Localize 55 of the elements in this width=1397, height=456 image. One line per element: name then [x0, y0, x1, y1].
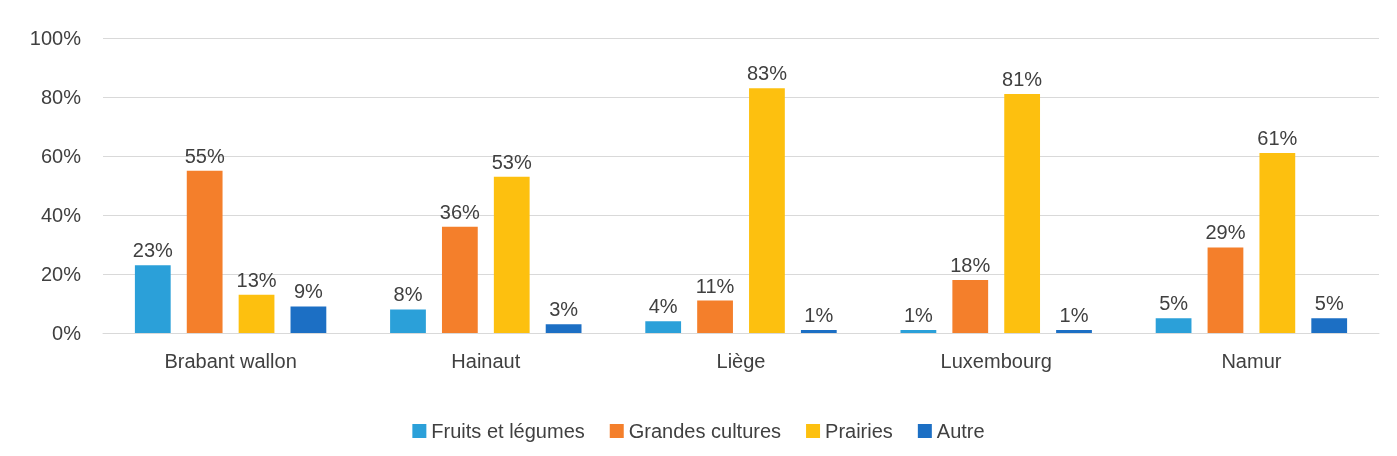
x-tick-label: Brabant wallon [164, 350, 297, 372]
data-label: 1% [1059, 304, 1089, 327]
bar [952, 279, 989, 333]
x-tick-label: Hainaut [451, 350, 521, 372]
bar [186, 170, 223, 333]
bar [134, 265, 171, 333]
y-tick-label: 80% [40, 86, 82, 108]
bar [900, 330, 937, 333]
data-label: 53% [491, 150, 532, 173]
data-label: 55% [184, 144, 225, 167]
bar [290, 306, 327, 333]
legend-label: Fruits et légumes [431, 420, 585, 442]
data-label: 23% [132, 239, 174, 262]
data-label: 11% [695, 274, 735, 297]
data-label: 4% [648, 295, 678, 318]
data-label: 36% [439, 200, 481, 223]
x-tick-label: Luxembourg [940, 350, 1052, 372]
data-label: 9% [293, 280, 324, 303]
bar [1207, 247, 1244, 333]
bar [493, 176, 530, 333]
data-label: 1% [903, 304, 934, 327]
bar [441, 226, 478, 333]
bar [1155, 318, 1192, 333]
data-label: 81% [1002, 68, 1043, 91]
data-label: 5% [1314, 292, 1344, 315]
x-tick-label: Namur [1221, 350, 1282, 372]
y-tick-label: 0% [52, 322, 82, 344]
bar [800, 330, 837, 333]
bar [545, 324, 582, 333]
bar [749, 88, 785, 333]
x-tick-label: Liège [716, 350, 766, 372]
bar [238, 294, 275, 333]
data-label: 83% [746, 62, 788, 85]
data-label: 8% [393, 283, 423, 306]
legend-label: Grandes cultures [628, 420, 782, 442]
bar [697, 300, 733, 333]
data-label: 3% [549, 298, 579, 321]
data-label: 61% [1257, 127, 1298, 150]
bar [1311, 318, 1348, 333]
bar [1056, 330, 1092, 333]
data-label: 18% [950, 253, 991, 276]
data-label: 5% [1159, 292, 1189, 315]
bar [1004, 94, 1041, 333]
data-label: 13% [236, 268, 277, 291]
bar [645, 321, 682, 333]
y-tick-label: 40% [40, 204, 82, 226]
bar [1259, 153, 1296, 333]
legend-label: Prairies [825, 420, 893, 442]
data-label: 29% [1205, 221, 1246, 244]
y-tick-label: 20% [40, 263, 82, 285]
legend-label: Autre [936, 420, 985, 442]
data-label: 1% [804, 304, 834, 327]
bar [390, 309, 426, 333]
y-tick-label: 100% [29, 27, 82, 49]
y-tick-label: 60% [40, 145, 82, 167]
